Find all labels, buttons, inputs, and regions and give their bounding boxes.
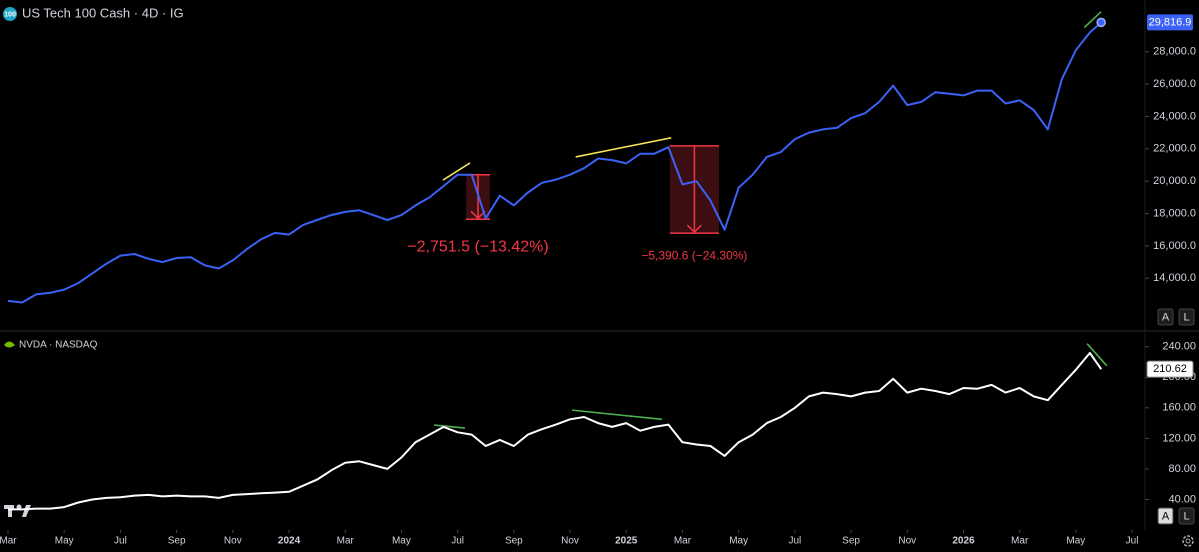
x-tick-label: Sep: [168, 536, 186, 547]
x-tick-year-label: 2024: [278, 536, 301, 547]
scale-button[interactable]: [1178, 308, 1195, 326]
x-tick-label: Sep: [842, 536, 860, 547]
trend-line: [571, 409, 663, 421]
scale-button-label[interactable]: A: [1162, 510, 1170, 522]
scale-button-label[interactable]: L: [1183, 311, 1189, 323]
y-tick-label: 120.00: [1162, 432, 1196, 444]
x-tick-label: Jul: [788, 536, 801, 547]
y-tick-label: 40.00: [1168, 493, 1196, 505]
y-tick-label: 24,000.0: [1153, 110, 1196, 122]
last-value-badge: [1146, 360, 1194, 378]
y-tick-label: 16,000.0: [1153, 240, 1196, 252]
y-tick-label: 80.00: [1168, 463, 1196, 475]
y-tick-label: 28,000.0: [1153, 46, 1196, 58]
x-tick-label: Mar: [0, 536, 17, 547]
symbol-icon: [4, 341, 15, 348]
x-tick-label: Mar: [1011, 536, 1029, 547]
scale-button[interactable]: [1157, 308, 1174, 326]
y-tick-label: 22,000.0: [1153, 143, 1196, 155]
y-tick-label: 160.00: [1162, 402, 1196, 414]
y-tick-label: 18,000.0: [1153, 207, 1196, 219]
x-tick-label: May: [55, 536, 74, 547]
x-tick-label: Jul: [114, 536, 127, 547]
x-tick-label: Nov: [561, 536, 579, 547]
x-tick-label: May: [729, 536, 748, 547]
trend-line: [442, 162, 471, 181]
scale-button[interactable]: [1178, 507, 1195, 525]
logo: [4, 504, 31, 517]
scale-button-label[interactable]: A: [1162, 311, 1170, 323]
trend-line: [575, 137, 672, 158]
x-tick-label: Nov: [898, 536, 916, 547]
pane-title: US Tech 100 Cash · 4D · IG: [22, 5, 184, 20]
trend-line: [1086, 343, 1108, 367]
trend-line: [1083, 11, 1102, 29]
x-tick-label: May: [392, 536, 411, 547]
last-value-badge: [1147, 14, 1193, 31]
y-tick-label: 14,000.0: [1153, 272, 1196, 284]
last-value-label: 29,816.9: [1149, 16, 1192, 28]
y-tick-label: 26,000.0: [1153, 78, 1196, 90]
x-tick-label: Sep: [505, 536, 523, 547]
x-tick-label: Jul: [451, 536, 464, 547]
price-line: [7, 21, 1102, 304]
y-tick-label: 20,000.0: [1153, 175, 1196, 187]
x-tick-year-label: 2026: [952, 536, 975, 547]
x-tick-label: Nov: [224, 536, 242, 547]
scale-button[interactable]: [1157, 507, 1174, 525]
x-tick-label: May: [1066, 536, 1085, 547]
scale-button-label[interactable]: L: [1183, 510, 1189, 522]
symbol-icon-text: 100: [4, 11, 16, 18]
measure-label: −2,751.5 (−13.42%): [407, 238, 548, 255]
y-tick-label: 240.00: [1162, 341, 1196, 353]
measure-arrow: [686, 145, 702, 234]
x-tick-label: Mar: [674, 536, 692, 547]
measure-label: −5,390.6 (−24.30%): [641, 248, 747, 262]
trend-line: [433, 424, 466, 429]
x-tick-label: Mar: [337, 536, 355, 547]
x-tick-label: Jul: [1126, 536, 1139, 547]
symbol-icon: [3, 7, 17, 21]
last-point: [1096, 17, 1106, 28]
x-tick-year-label: 2025: [615, 536, 638, 547]
last-value-label: 210.62: [1153, 363, 1187, 375]
pane-title: NVDA · NASDAQ: [19, 340, 98, 351]
price-line: [8, 351, 1103, 511]
settings-icon[interactable]: [1182, 535, 1194, 547]
